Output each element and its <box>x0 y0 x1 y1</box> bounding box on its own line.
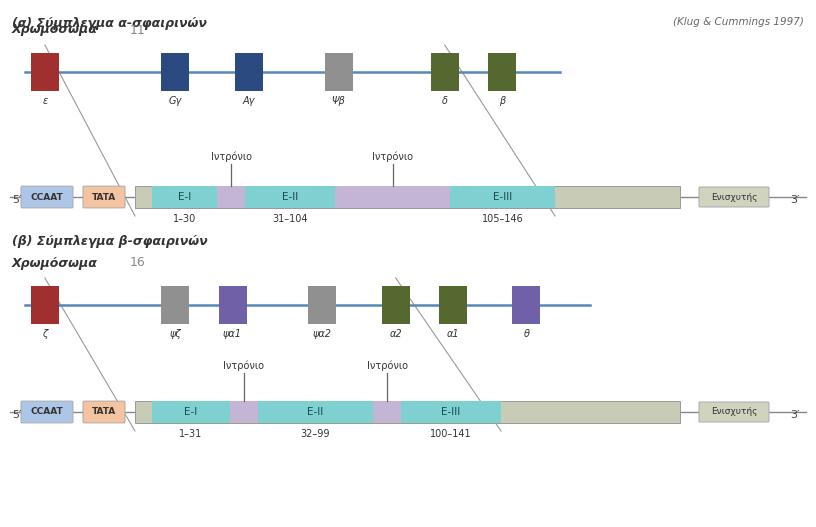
Text: TATA: TATA <box>92 192 116 201</box>
Bar <box>162 53 189 91</box>
Text: Χρωμόσωμα: Χρωμόσωμα <box>12 24 98 36</box>
Bar <box>431 53 459 91</box>
Text: Ιντρόνιο: Ιντρόνιο <box>211 151 251 162</box>
Text: β: β <box>499 96 505 106</box>
Text: ε: ε <box>42 96 47 106</box>
Text: Χρωμόσωμα: Χρωμόσωμα <box>12 257 98 269</box>
Text: (Klug & Cummings 1997): (Klug & Cummings 1997) <box>673 17 804 27</box>
Text: Ενισχυτής: Ενισχυτής <box>711 407 757 416</box>
Text: 3′: 3′ <box>791 195 800 205</box>
Bar <box>401 401 501 423</box>
Bar <box>335 186 450 208</box>
Text: Ιντρόνιο: Ιντρόνιο <box>372 151 413 162</box>
Text: 16: 16 <box>130 257 146 269</box>
Text: 32–99: 32–99 <box>301 429 330 439</box>
Text: 5′: 5′ <box>12 195 21 205</box>
Text: 1–31: 1–31 <box>180 429 202 439</box>
Text: 3′: 3′ <box>791 410 800 420</box>
Text: ζ: ζ <box>42 329 47 339</box>
Text: 5′: 5′ <box>12 410 21 420</box>
Text: ψζ: ψζ <box>170 329 181 339</box>
Text: 105–146: 105–146 <box>481 214 523 224</box>
Bar <box>382 286 410 324</box>
FancyBboxPatch shape <box>83 401 125 423</box>
Text: TATA: TATA <box>92 407 116 416</box>
Bar <box>152 186 217 208</box>
Text: (β) Σύμπλεγμα β-σφαιρινών: (β) Σύμπλεγμα β-σφαιρινών <box>12 235 207 248</box>
Bar <box>135 401 680 423</box>
Text: CCAAT: CCAAT <box>31 192 64 201</box>
Bar <box>31 53 59 91</box>
Text: E-III: E-III <box>493 192 512 202</box>
Bar <box>373 401 401 423</box>
Text: α1: α1 <box>446 329 459 339</box>
FancyBboxPatch shape <box>21 401 73 423</box>
Bar <box>217 186 245 208</box>
Text: Ενισχυτής: Ενισχυτής <box>711 192 757 201</box>
Text: 1–30: 1–30 <box>173 214 196 224</box>
FancyBboxPatch shape <box>699 187 769 207</box>
Bar <box>325 53 353 91</box>
Bar <box>245 186 335 208</box>
Text: E-I: E-I <box>178 192 191 202</box>
Text: 31–104: 31–104 <box>273 214 308 224</box>
Bar <box>235 53 263 91</box>
Bar <box>258 401 373 423</box>
Text: CCAAT: CCAAT <box>31 407 64 416</box>
Text: E-III: E-III <box>441 407 460 417</box>
Text: (α) Σύμπλεγμα α-σφαιρινών: (α) Σύμπλεγμα α-σφαιρινών <box>12 17 207 30</box>
Bar <box>439 286 467 324</box>
Bar <box>512 286 540 324</box>
Bar <box>219 286 246 324</box>
Bar <box>135 186 680 208</box>
Bar <box>31 286 59 324</box>
Text: E-I: E-I <box>184 407 197 417</box>
Text: Gγ: Gγ <box>169 96 182 106</box>
Text: θ: θ <box>523 329 530 339</box>
Text: 11: 11 <box>130 24 146 36</box>
FancyBboxPatch shape <box>83 186 125 208</box>
Text: E-II: E-II <box>308 407 324 417</box>
Bar <box>308 286 336 324</box>
Text: ψα2: ψα2 <box>313 329 332 339</box>
Bar <box>230 401 258 423</box>
Text: 100–141: 100–141 <box>430 429 472 439</box>
FancyBboxPatch shape <box>21 186 73 208</box>
Text: E-II: E-II <box>282 192 298 202</box>
Text: Ιντρόνιο: Ιντρόνιο <box>366 360 407 371</box>
Text: Ιντρόνιο: Ιντρόνιο <box>224 360 264 371</box>
Bar <box>152 401 230 423</box>
Text: α2: α2 <box>389 329 402 339</box>
Bar <box>162 286 189 324</box>
Text: ψα1: ψα1 <box>223 329 242 339</box>
Text: δ: δ <box>441 96 448 106</box>
Bar <box>450 186 555 208</box>
Text: Aγ: Aγ <box>242 96 255 106</box>
FancyBboxPatch shape <box>699 402 769 422</box>
Bar <box>488 53 516 91</box>
Text: Ψβ: Ψβ <box>331 96 346 106</box>
